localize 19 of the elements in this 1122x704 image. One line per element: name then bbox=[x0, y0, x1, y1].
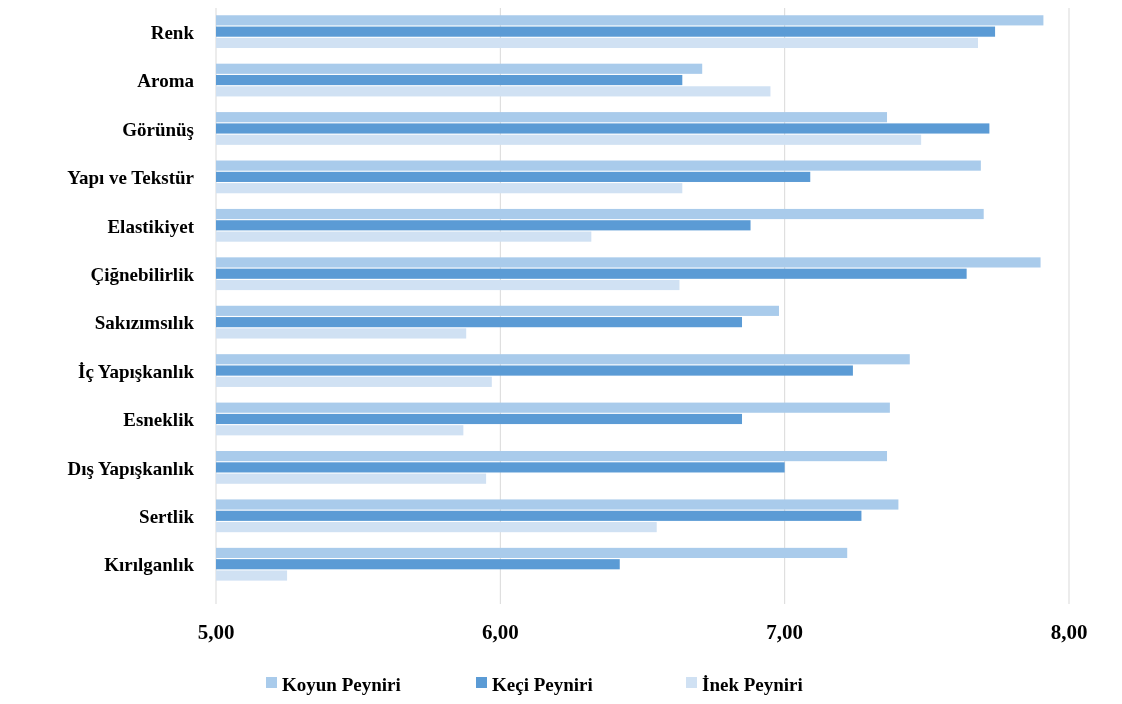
y-tick-label: Renk bbox=[150, 21, 195, 43]
y-tick-label: Aroma bbox=[137, 70, 195, 92]
x-tick-label: 5,00 bbox=[197, 620, 235, 644]
y-tick-label: Elastikiyet bbox=[107, 215, 195, 237]
x-tick-label: 7,00 bbox=[766, 620, 804, 644]
x-tick-label: 8,00 bbox=[1050, 620, 1088, 644]
y-tick-label: Sakızımsılık bbox=[94, 312, 195, 334]
y-tick-label: İç Yapışkanlık bbox=[78, 360, 195, 382]
y-tick-label: Yapı ve Tekstür bbox=[67, 167, 195, 189]
legend-label: Koyun Peyniri bbox=[282, 673, 401, 695]
y-tick-label: Çiğnebilirlik bbox=[90, 263, 195, 285]
y-tick-label: Kırılganlık bbox=[104, 554, 195, 576]
y-tick-label: Sertlik bbox=[139, 506, 195, 528]
y-tick-label: Esneklik bbox=[123, 409, 195, 431]
y-tick-label: Dış Yapışkanlık bbox=[67, 457, 195, 479]
legend-label: Keçi Peyniri bbox=[492, 673, 593, 695]
legend-label: İnek Peyniri bbox=[702, 673, 803, 695]
y-tick-label: Görünüş bbox=[122, 118, 194, 140]
x-tick-label: 6,00 bbox=[481, 620, 519, 644]
